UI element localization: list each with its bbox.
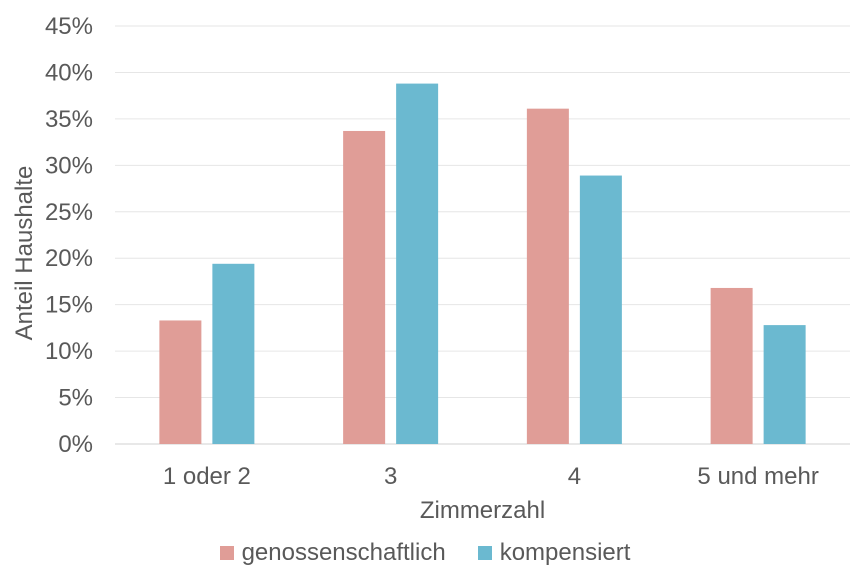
y-tick-label: 35% <box>45 106 93 133</box>
x-axis-ticks: 1 oder 2 3 4 5 und mehr <box>163 463 819 490</box>
bar-genossenschaftlich <box>343 130 386 444</box>
legend-item-genossenschaftlich: genossenschaftlich <box>219 539 446 566</box>
y-tick-label: 5% <box>58 385 93 412</box>
bar-kompensiert <box>212 263 255 444</box>
x-tick-label: 5 und mehr <box>697 463 818 490</box>
x-tick-label: 1 oder 2 <box>163 463 251 490</box>
bar-kompensiert <box>579 175 622 444</box>
x-tick-label: 3 <box>384 463 397 490</box>
legend-label: genossenschaftlich <box>241 539 446 566</box>
legend-label: kompensiert <box>499 539 631 566</box>
bars <box>159 83 806 444</box>
y-tick-label: 40% <box>45 59 93 86</box>
legend-swatch <box>477 546 492 560</box>
y-tick-label: 0% <box>58 431 93 458</box>
y-tick-label: 30% <box>45 152 93 179</box>
x-axis-title: Zimmerzahl <box>420 497 545 524</box>
legend-swatch <box>219 546 234 560</box>
bar-genossenschaftlich <box>159 320 202 444</box>
y-axis-ticks: 0% 5% 10% 15% 20% 25% 30% 35% 40% 45% <box>45 13 93 458</box>
bar-genossenschaftlich <box>526 108 569 444</box>
bar-kompensiert <box>396 83 439 444</box>
bar-genossenschaftlich <box>710 287 753 444</box>
y-tick-label: 15% <box>45 292 93 319</box>
y-axis-title: Anteil Haushalte <box>11 166 38 341</box>
bar-kompensiert <box>763 325 806 444</box>
y-tick-label: 45% <box>45 13 93 40</box>
legend: genossenschaftlich kompensiert <box>0 538 850 568</box>
y-tick-label: 10% <box>45 338 93 365</box>
y-tick-label: 20% <box>45 245 93 272</box>
x-tick-label: 4 <box>568 463 581 490</box>
legend-item-kompensiert: kompensiert <box>477 539 631 566</box>
y-tick-label: 25% <box>45 199 93 226</box>
